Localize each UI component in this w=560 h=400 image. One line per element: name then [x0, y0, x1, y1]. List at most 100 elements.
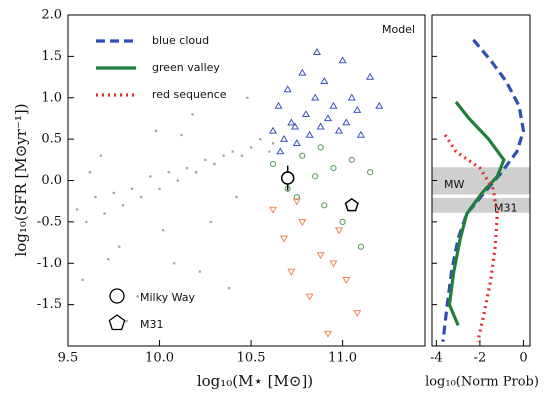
- point: [298, 219, 307, 227]
- point: [139, 195, 143, 199]
- point: [222, 154, 225, 157]
- point: [292, 139, 301, 147]
- point: [268, 150, 271, 153]
- point: [227, 286, 231, 290]
- point: [316, 252, 325, 260]
- point: [353, 310, 362, 318]
- point: [316, 122, 325, 130]
- point: [293, 193, 300, 201]
- point: [167, 170, 170, 174]
- point: [312, 48, 322, 55]
- y-tick-label: -1.5: [37, 297, 62, 312]
- x-tick-label: 10.5: [237, 351, 266, 366]
- point: [347, 93, 356, 101]
- point: [99, 154, 103, 157]
- point: [117, 245, 121, 248]
- line: [443, 134, 499, 343]
- point: [103, 212, 106, 215]
- point: [81, 278, 84, 282]
- legend-label: Milky Way: [140, 291, 196, 304]
- point: [366, 169, 374, 176]
- point: [353, 105, 362, 113]
- point: [180, 133, 183, 137]
- point: [330, 164, 337, 172]
- point: [334, 227, 344, 235]
- x-tick-label: 10.0: [145, 351, 174, 366]
- point: [75, 208, 79, 211]
- point: [329, 260, 338, 268]
- object-marker: [344, 197, 359, 212]
- point: [198, 270, 202, 273]
- object-marker: [280, 171, 295, 185]
- point: [317, 144, 324, 151]
- point: [204, 158, 207, 162]
- point: [249, 146, 253, 149]
- point: [342, 118, 351, 126]
- point: [311, 93, 320, 101]
- point: [342, 277, 351, 284]
- point: [290, 122, 300, 130]
- x-axis-label: log₁₀(M⋆ [M⊙]): [197, 372, 313, 390]
- point: [299, 152, 306, 159]
- point: [125, 319, 128, 323]
- x-tick-label: 0: [519, 351, 527, 366]
- point: [269, 160, 277, 168]
- point: [240, 154, 244, 157]
- point: [271, 141, 275, 145]
- point: [334, 126, 344, 134]
- x-tick-label: -4: [430, 351, 443, 366]
- point: [366, 72, 375, 80]
- point: [85, 220, 88, 224]
- point: [329, 101, 338, 109]
- y-tick-label: 0.5: [41, 132, 62, 147]
- y-tick-label: 1.0: [41, 90, 62, 105]
- point: [246, 96, 249, 100]
- line: [447, 100, 506, 326]
- y-tick-label: -0.5: [37, 214, 62, 229]
- point: [279, 134, 289, 142]
- annotation: Model: [382, 23, 415, 36]
- point: [292, 198, 301, 206]
- point: [348, 156, 355, 163]
- point: [268, 206, 278, 214]
- point: [276, 147, 285, 155]
- band-label: MW: [444, 178, 464, 191]
- point: [279, 235, 289, 243]
- point: [161, 228, 165, 232]
- point: [339, 218, 346, 225]
- point: [231, 150, 235, 153]
- legend-label: red sequence: [152, 88, 227, 101]
- point: [194, 170, 198, 174]
- point: [121, 204, 125, 207]
- point: [106, 257, 110, 261]
- point: [94, 195, 97, 199]
- point: [149, 175, 152, 178]
- point: [323, 330, 333, 338]
- point: [112, 191, 116, 195]
- point: [172, 261, 176, 265]
- band-label: M31: [494, 201, 518, 214]
- point: [305, 293, 314, 301]
- band: [432, 167, 530, 195]
- point: [283, 85, 292, 93]
- point: [88, 170, 92, 174]
- point: [158, 187, 161, 191]
- y-tick-label: 0.0: [41, 173, 62, 188]
- point: [321, 202, 328, 209]
- y-tick-label: 1.5: [41, 49, 62, 64]
- point: [287, 268, 296, 276]
- plot-frame: [431, 14, 531, 347]
- legend-label: M31: [140, 318, 164, 331]
- point: [191, 113, 194, 116]
- point: [338, 56, 347, 64]
- x-tick-label: 9.5: [58, 351, 79, 366]
- x-axis-label: log₁₀(Norm Prob): [425, 375, 539, 390]
- point: [312, 173, 319, 180]
- point: [323, 114, 333, 122]
- legend-label: blue cloud: [152, 34, 209, 47]
- y-tick-label: -1.0: [37, 256, 62, 271]
- point: [274, 101, 283, 109]
- point: [154, 129, 158, 133]
- x-tick-label: 11.0: [328, 351, 357, 366]
